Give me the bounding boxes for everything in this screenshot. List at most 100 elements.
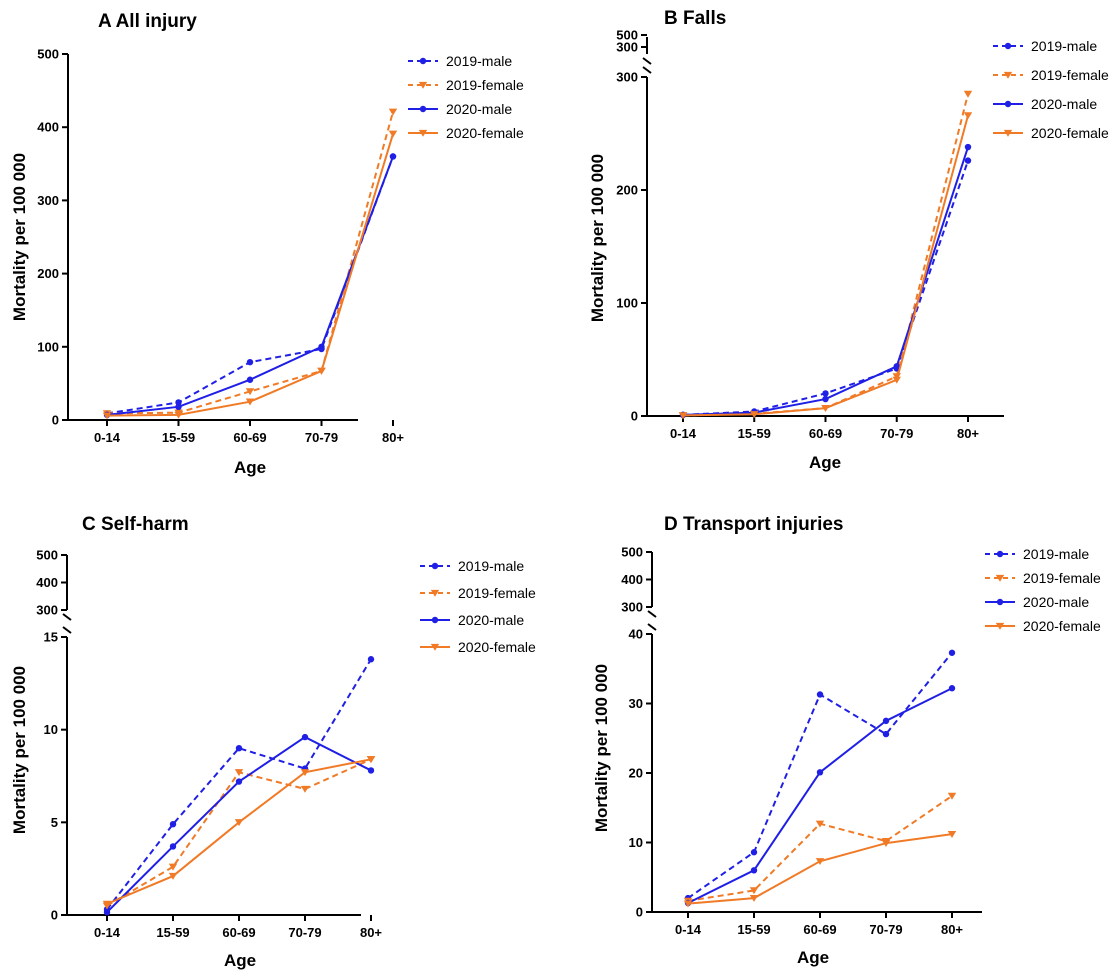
data-point-2019-male (169, 820, 177, 828)
legend-label: 2020-male (1023, 594, 1089, 610)
x-axis-title: Age (797, 948, 829, 967)
data-point-2019-female (963, 90, 973, 98)
data-point-2020-male (235, 778, 243, 785)
y-axis-title: Mortality per 100 000 (10, 666, 29, 834)
y-tick-label: 200 (37, 266, 59, 281)
legend-label: 2019-female (458, 585, 536, 601)
data-point-2020-female (750, 411, 759, 419)
y-tick-label: 5 (51, 815, 58, 830)
legend-label: 2019-male (458, 558, 524, 574)
y-tick-label: 500 (36, 548, 58, 563)
x-axis-title: Age (234, 458, 266, 477)
legend-label: 2020-male (446, 101, 512, 117)
x-axis-title: Age (809, 453, 841, 472)
data-point-2019-male (367, 656, 375, 663)
y-tick-label: 100 (37, 339, 59, 354)
data-point-2019-male (948, 649, 956, 656)
x-tick-label: 0-14 (675, 922, 702, 937)
x-tick-label: 60-69 (809, 426, 842, 441)
data-point-2020-male (964, 143, 972, 151)
data-point-2020-male (389, 153, 397, 160)
axis-break-mark (62, 613, 72, 621)
axis-break-mark (642, 57, 652, 65)
chart-title: D Transport injuries (664, 514, 843, 535)
data-point-2020-female (821, 404, 830, 412)
x-tick-label: 80+ (360, 925, 382, 940)
y-tick-label: 500 (37, 47, 59, 62)
legend-marker (1004, 42, 1012, 50)
legend-marker (418, 81, 428, 89)
y-tick-label: 300 (616, 40, 638, 55)
data-point-2020-male (882, 717, 890, 725)
legend-label: 2019-male (1023, 546, 1089, 562)
x-tick-label: 70-79 (305, 430, 338, 445)
axis-break-mark (62, 626, 72, 634)
x-tick-label: 15-59 (156, 925, 189, 940)
chart-title: A All injury (98, 11, 197, 32)
chart-panel-c: C Self-harm 0 5 10 15 300 400 500 0-14 15-59 60-69… (10, 514, 536, 970)
legend-marker (1004, 100, 1012, 108)
data-point-2020-female (815, 858, 825, 866)
y-tick-label: 400 (621, 572, 643, 587)
data-point-2020-male (318, 343, 325, 350)
data-point-2020-female (678, 412, 688, 420)
data-point-2019-female (300, 785, 310, 793)
series-line-2020-female (687, 833, 953, 905)
legend-marker (431, 562, 439, 570)
x-tick-label: 70-79 (869, 922, 902, 937)
legend-label: 2020-male (1031, 96, 1097, 112)
data-point-2020-male (816, 769, 824, 776)
data-point-2020-female (749, 894, 759, 902)
legend-label: 2020-female (1023, 618, 1101, 634)
x-tick-label: 0-14 (94, 925, 121, 940)
data-point-2020-female (317, 367, 326, 375)
data-point-2020-female (300, 769, 310, 777)
x-tick-label: 80+ (382, 430, 404, 445)
y-tick-label: 30 (629, 696, 643, 711)
data-point-2019-female (947, 792, 957, 800)
legend-label: 2019-female (1023, 570, 1101, 586)
chart-title: C Self-harm (82, 514, 189, 535)
x-axis-title: Age (224, 951, 256, 970)
legend-label: 2020-female (458, 639, 536, 655)
data-point-2019-female (815, 820, 825, 828)
series-line-2019-male (106, 658, 372, 911)
data-point-2020-female (683, 900, 693, 908)
y-tick-label: 400 (36, 575, 58, 590)
data-point-2019-male (882, 730, 890, 738)
y-tick-label: 300 (621, 600, 643, 615)
legend-marker (996, 550, 1004, 558)
axis-break-mark (647, 610, 657, 618)
legend-marker (995, 622, 1005, 630)
x-tick-label: 0-14 (94, 430, 121, 445)
legend-label: 2019-male (446, 53, 512, 69)
y-tick-label: 15 (44, 630, 58, 645)
x-tick-label: 80+ (957, 426, 979, 441)
data-point-2020-female (963, 112, 973, 120)
data-point-2020-female (892, 376, 901, 384)
y-tick-label: 300 (37, 193, 59, 208)
legend-label: 2020-female (446, 125, 524, 141)
data-point-2019-male (822, 390, 829, 397)
data-point-2020-female (881, 840, 891, 847)
y-tick-label: 100 (616, 296, 638, 311)
y-tick-label: 200 (616, 183, 638, 198)
data-point-2020-female (947, 831, 957, 838)
legend-marker (419, 105, 427, 113)
y-axis-title: Mortality per 100 000 (592, 664, 611, 832)
y-tick-label: 0 (51, 908, 58, 923)
data-point-2019-female (749, 887, 759, 895)
x-tick-label: 80+ (941, 922, 963, 937)
data-point-2020-male (301, 733, 309, 741)
y-tick-label: 40 (629, 627, 643, 642)
data-point-2019-male (246, 358, 254, 366)
data-point-2020-female (174, 411, 183, 419)
legend-label: 2019-female (1031, 67, 1109, 83)
legend-marker (431, 616, 439, 624)
data-point-2020-female (388, 130, 398, 138)
data-point-2019-male (816, 691, 824, 698)
x-tick-label: 60-69 (233, 430, 266, 445)
